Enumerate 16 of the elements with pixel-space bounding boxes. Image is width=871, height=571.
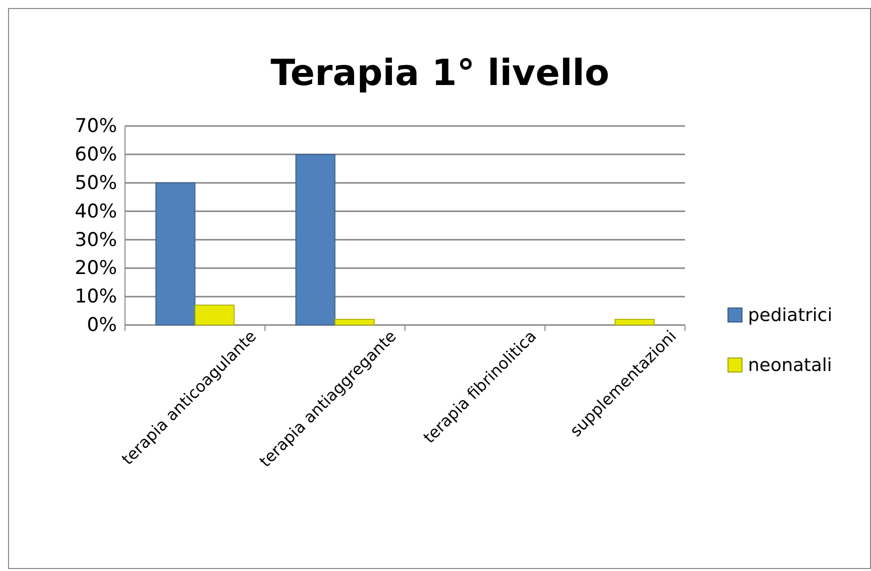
y-tick-label: 60% <box>74 144 117 166</box>
bar <box>295 154 336 326</box>
bar <box>334 318 375 326</box>
legend-label: neonatali <box>748 355 832 376</box>
y-tick-label: 0% <box>86 314 117 336</box>
bar <box>155 182 196 326</box>
chart-title: Terapia 1° livello <box>270 53 610 94</box>
y-tick-label: 20% <box>74 257 117 280</box>
y-tick-label: 50% <box>74 172 117 194</box>
y-tick-label: 70% <box>74 115 117 138</box>
legend-label: pediatrici <box>748 305 832 326</box>
y-tick-label: 10% <box>74 286 117 308</box>
bar <box>614 318 655 326</box>
y-tick-label: 30% <box>74 228 117 251</box>
bar <box>194 304 235 326</box>
y-tick-label: 40% <box>74 200 117 222</box>
